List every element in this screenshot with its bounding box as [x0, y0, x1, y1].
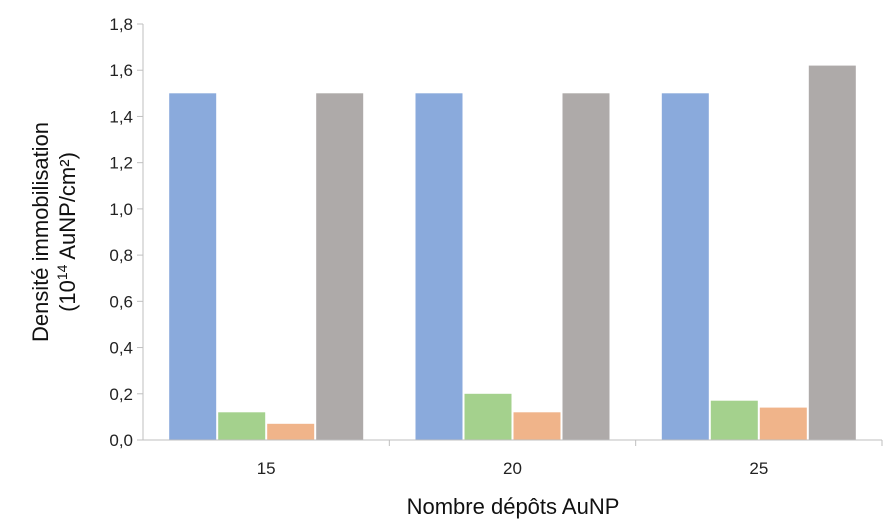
- bar-4-20: [562, 93, 610, 441]
- bar-1-15: [169, 93, 217, 441]
- bar-3-25: [759, 407, 807, 440]
- y-tick-label: 0,2: [109, 385, 133, 404]
- bar-3-15: [267, 423, 315, 440]
- bar-2-25: [710, 400, 758, 440]
- y-axis-title-prefix: (10: [55, 280, 80, 312]
- bars-group: [169, 65, 856, 441]
- svg-text:(1014 AuNP/cm²): (1014 AuNP/cm²): [54, 152, 80, 312]
- y-tick-label: 1,2: [109, 154, 133, 173]
- bar-1-20: [415, 93, 463, 441]
- x-tick-label: 20: [503, 459, 522, 478]
- svg-text:Densité immobilisation: Densité immobilisation: [28, 122, 53, 342]
- bar-4-15: [316, 93, 364, 441]
- y-axis-title: Densité immobilisation (1014 AuNP/cm²): [28, 122, 80, 342]
- y-axis-ticks: 0,0 0,2 0,4 0,6 0,8 1,0 1,2 1,4 1,6 1,8: [109, 15, 143, 450]
- y-tick-label: 0,8: [109, 246, 133, 265]
- x-tick-label: 15: [257, 459, 276, 478]
- x-tick-label: 25: [749, 459, 768, 478]
- y-tick-label: 1,8: [109, 15, 133, 34]
- y-tick-label: 1,0: [109, 200, 133, 219]
- y-tick-label: 0,0: [109, 431, 133, 450]
- y-tick-label: 0,4: [109, 339, 133, 358]
- y-tick-label: 0,6: [109, 292, 133, 311]
- bar-1-25: [661, 93, 709, 441]
- bar-2-20: [464, 393, 512, 440]
- x-axis-ticks: 15 20 25: [257, 440, 883, 478]
- y-axis-title-exponent: 14: [54, 264, 70, 280]
- x-axis-title: Nombre dépôts AuNP: [407, 494, 620, 519]
- y-tick-label: 1,4: [109, 107, 133, 126]
- bar-4-25: [808, 65, 856, 440]
- y-axis-title-suffix: AuNP/cm²): [55, 152, 80, 264]
- bar-2-15: [218, 412, 266, 440]
- bar-3-20: [513, 412, 561, 440]
- y-tick-label: 1,6: [109, 61, 133, 80]
